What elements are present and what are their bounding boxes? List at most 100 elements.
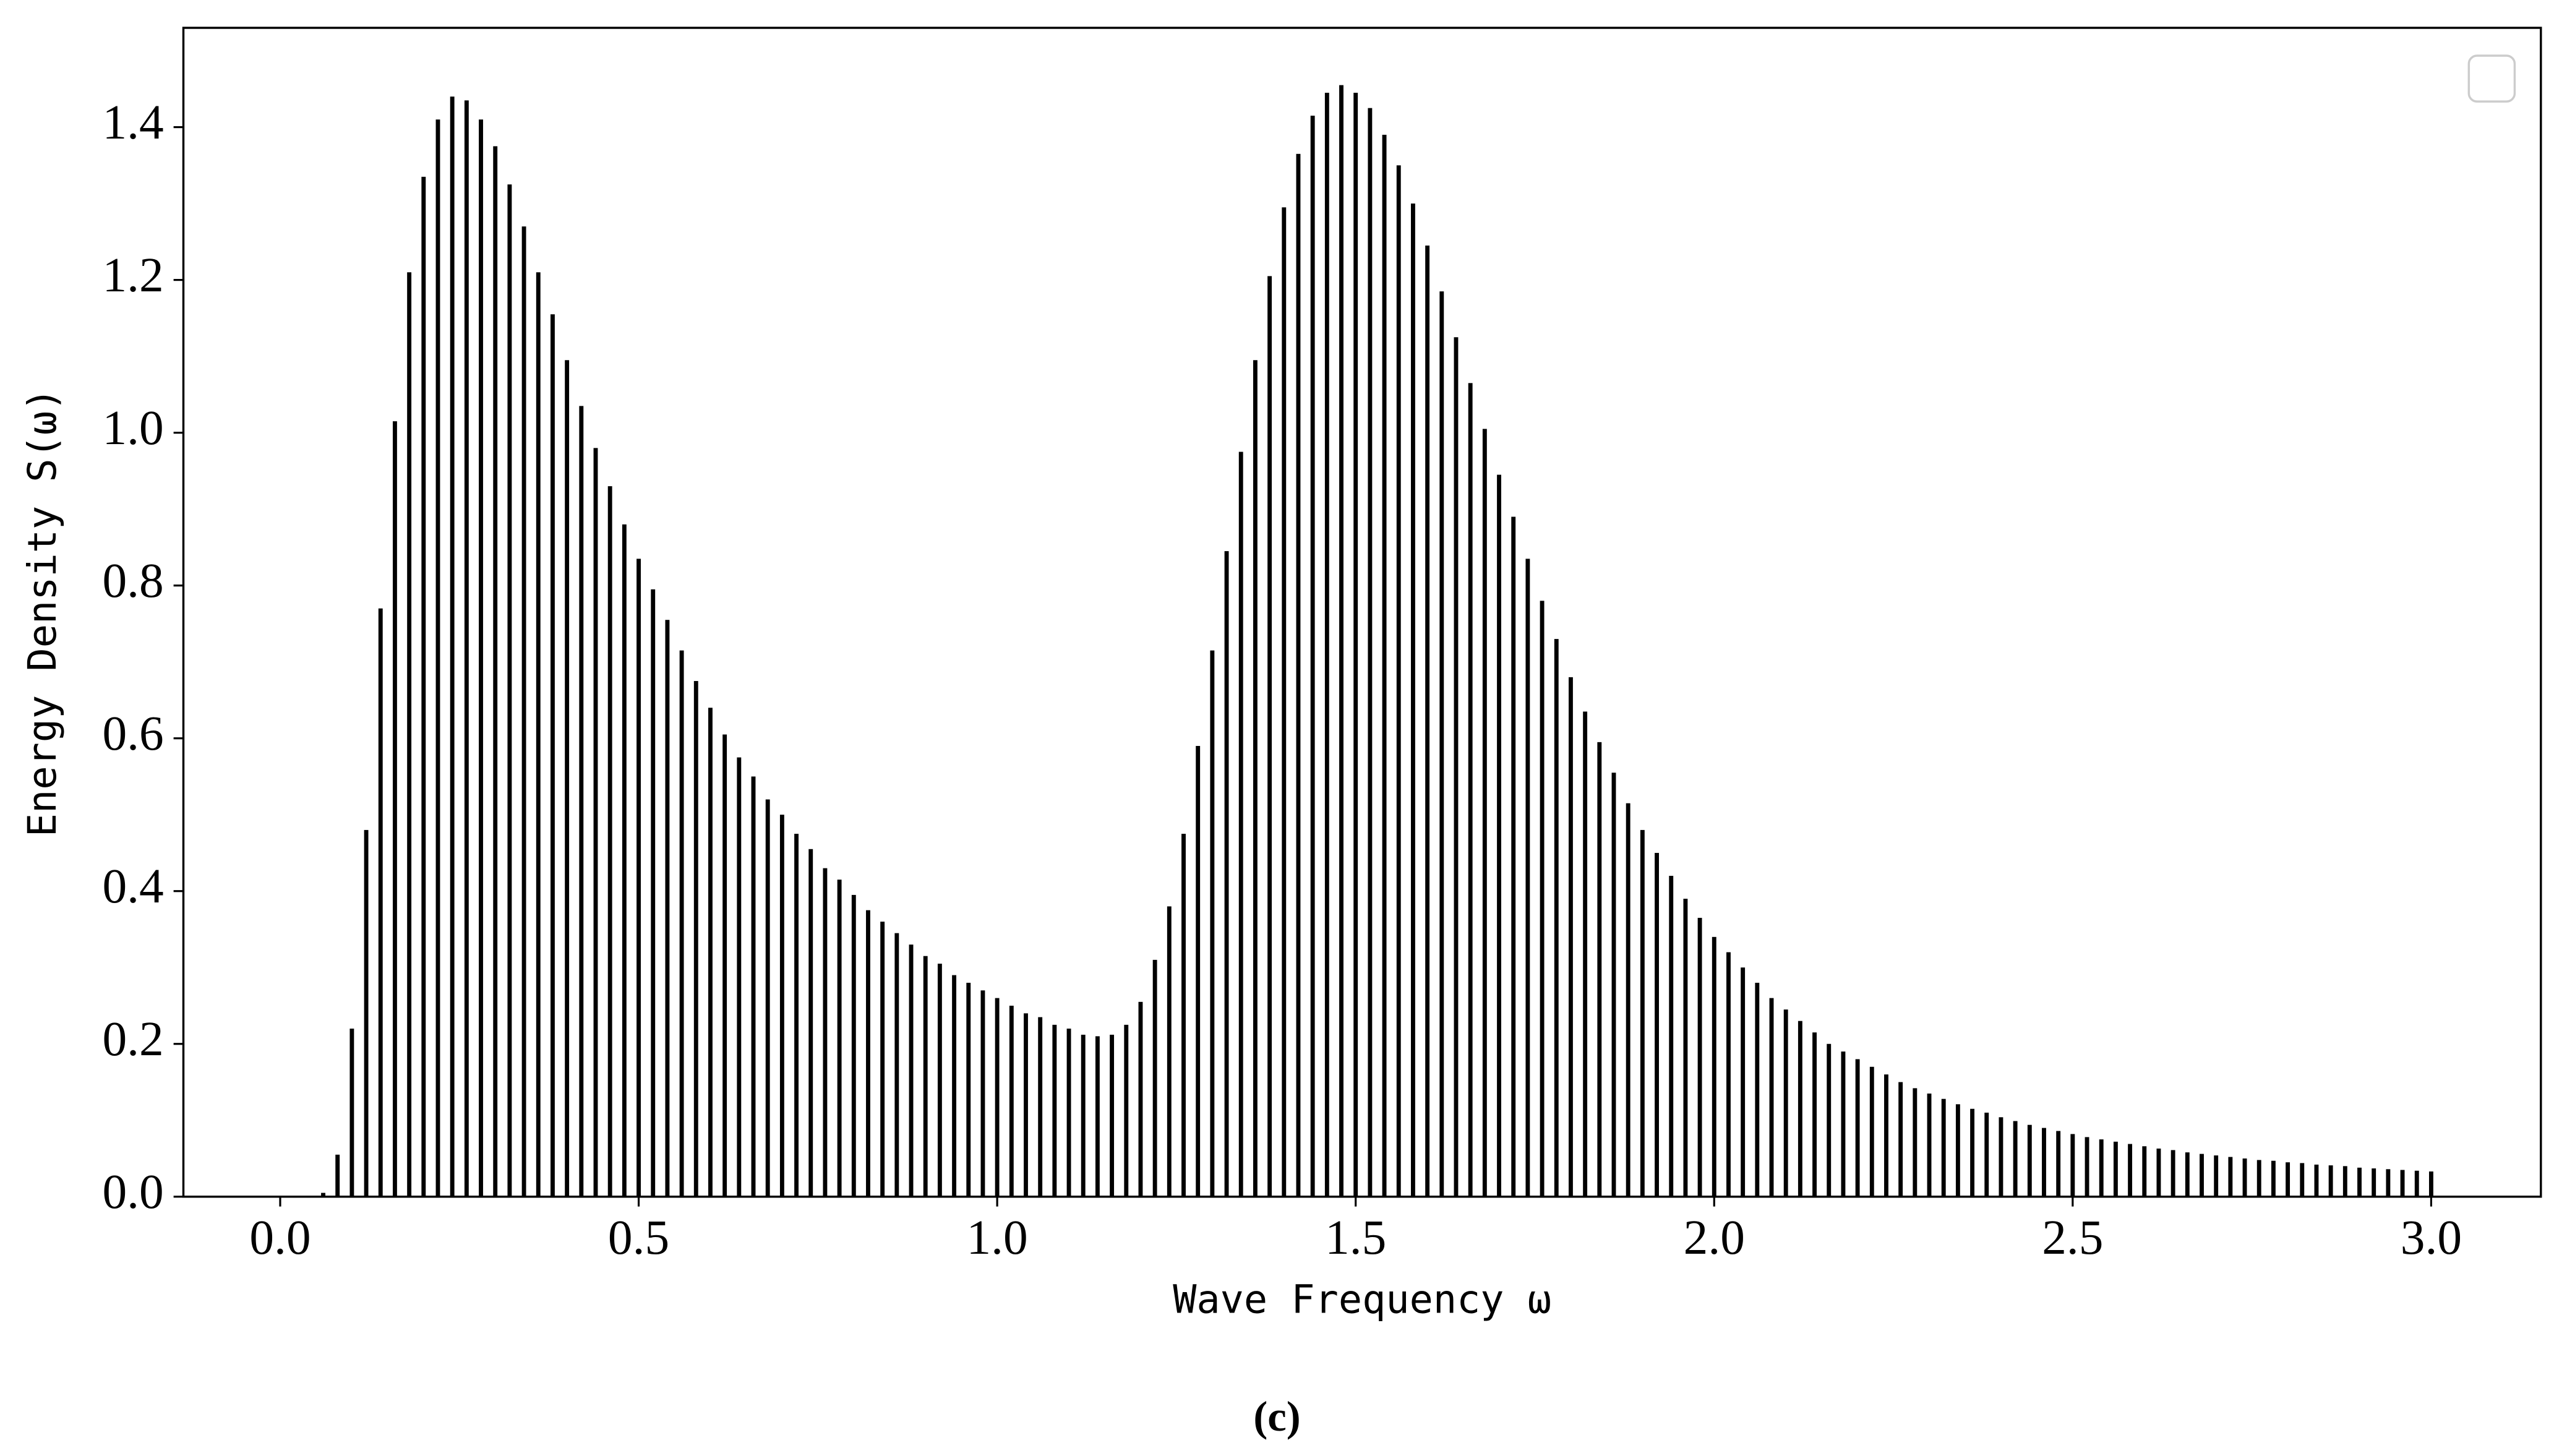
y-tick-label: 0.0 [102,1165,163,1219]
bar [1525,559,1530,1197]
bar [1927,1094,1932,1197]
bar [2170,1150,2175,1197]
bars [278,85,2433,1198]
y-tick-label: 1.0 [102,401,163,455]
bar [1124,1024,1129,1197]
bar [607,486,612,1197]
bar [2400,1170,2405,1197]
bar [1396,165,1401,1197]
bar [2042,1128,2046,1197]
bar [2428,1171,2433,1197]
bar [1210,650,1215,1197]
bar [1741,967,1746,1197]
bar [1554,639,1559,1197]
bar [1827,1043,1832,1197]
bar [1181,834,1186,1197]
bar [306,1196,311,1198]
bar [2242,1158,2247,1197]
bar [923,956,928,1197]
bar [2214,1155,2219,1197]
bar [1597,742,1602,1197]
bar [593,448,598,1197]
bar [651,589,656,1197]
bar [1324,92,1329,1197]
bar [1095,1036,1100,1197]
bar [1869,1066,1874,1197]
bar [1913,1088,1918,1197]
bar [1454,337,1459,1197]
bar [521,226,526,1197]
legend-box [2467,54,2516,103]
bar [1540,601,1545,1197]
bar [2185,1152,2190,1197]
bar [1583,711,1588,1197]
bar [1253,360,1258,1197]
bar [1511,516,1516,1197]
bar [722,734,727,1197]
bar [1024,1013,1028,1197]
bar [321,1193,325,1197]
x-tick-label: 1.5 [1325,1210,1386,1265]
bar [1783,1009,1788,1197]
bar [2142,1146,2147,1197]
bar [823,868,828,1197]
y-tick-label: 0.4 [102,859,163,914]
bar [2357,1167,2362,1197]
bar [1081,1034,1086,1197]
bar [1439,291,1444,1197]
bar [1167,906,1172,1197]
bar [407,272,412,1197]
bar [636,559,641,1197]
bar [851,894,856,1197]
bar [693,681,698,1197]
bar [1755,982,1760,1197]
bar [2070,1134,2075,1197]
bar [2228,1157,2233,1197]
bar [2099,1139,2104,1197]
bar [679,650,684,1197]
bar [1626,803,1631,1197]
bar [565,360,570,1197]
bar [1655,852,1659,1197]
bar [1224,551,1229,1197]
bar [1282,207,1287,1197]
bar [966,982,971,1197]
bar [737,757,742,1197]
bar [1697,917,1702,1197]
bar [493,146,498,1197]
x-tick-label: 1.0 [966,1210,1027,1265]
bar [1138,1001,1143,1197]
bar [392,421,397,1197]
bar [2013,1121,2018,1197]
bar [349,1029,354,1197]
bar [1984,1112,1989,1197]
bar [1110,1034,1115,1197]
bar [808,849,813,1197]
bar [1152,959,1157,1197]
y-tick-label: 1.4 [102,95,163,150]
bar [765,799,770,1197]
bar [794,834,799,1197]
bar [1009,1005,1014,1197]
bar [1884,1074,1888,1197]
bar [1296,153,1301,1197]
bar [2156,1148,2161,1197]
caption: (c) [1253,1393,1300,1440]
bar [708,708,713,1197]
bar [2286,1162,2290,1197]
bar [2372,1168,2376,1197]
bar [378,608,383,1197]
bar [952,975,957,1197]
bar [909,944,914,1197]
bar [1640,829,1645,1197]
x-tick-label: 3.0 [2401,1210,2462,1265]
bar [980,990,985,1197]
bar [479,119,483,1197]
y-tick-label: 0.6 [102,706,163,761]
bar [1238,452,1243,1197]
bar [1052,1024,1057,1197]
bar [665,620,670,1197]
bar [1669,875,1674,1197]
bar [364,829,369,1197]
